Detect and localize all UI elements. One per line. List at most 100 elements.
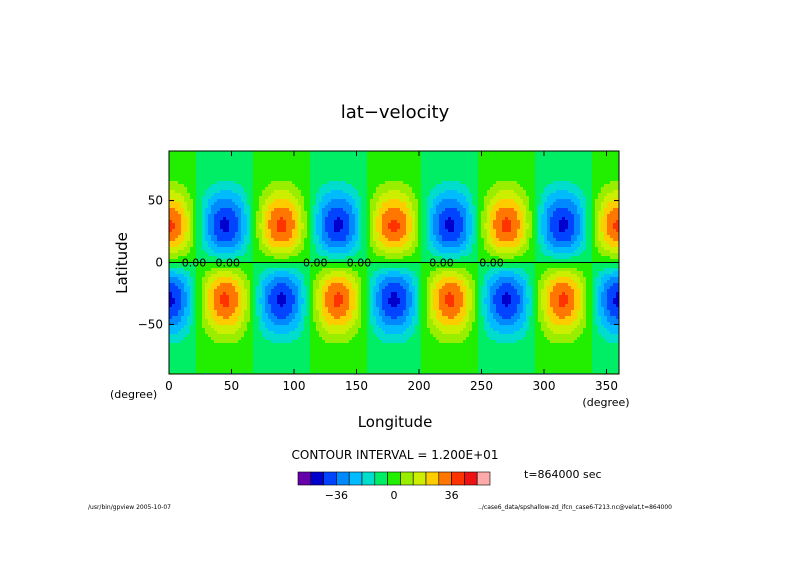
field-cell	[298, 169, 302, 173]
field-cell	[430, 211, 434, 215]
field-cell	[421, 172, 425, 176]
field-cell	[508, 187, 512, 191]
field-cell	[184, 196, 188, 200]
field-cell	[454, 166, 458, 170]
field-cell	[541, 160, 545, 164]
field-cell	[256, 151, 260, 155]
field-cell	[169, 250, 173, 254]
field-cell	[247, 199, 251, 203]
field-cell	[310, 244, 314, 248]
field-cell	[202, 193, 206, 197]
field-cell	[265, 175, 269, 179]
field-cell	[424, 247, 428, 251]
field-cell	[424, 181, 428, 185]
field-cell	[250, 181, 254, 185]
field-cell	[355, 190, 359, 194]
field-cell	[361, 220, 365, 224]
field-cell	[220, 250, 224, 254]
field-cell	[196, 244, 200, 248]
field-cell	[214, 154, 218, 158]
field-cell	[271, 175, 275, 179]
field-cell	[334, 172, 338, 176]
field-cell	[250, 184, 254, 188]
field-cell	[409, 235, 413, 239]
field-cell	[595, 205, 599, 209]
field-cell	[334, 202, 338, 206]
field-cell	[457, 214, 461, 218]
field-cell	[214, 244, 218, 248]
field-cell	[502, 244, 506, 248]
field-cell	[268, 187, 272, 191]
field-cell	[529, 229, 533, 233]
field-cell	[220, 232, 224, 236]
field-cell	[439, 160, 443, 164]
field-cell	[322, 217, 326, 221]
field-cell	[514, 241, 518, 245]
field-cell	[256, 238, 260, 242]
field-cell	[601, 229, 605, 233]
field-cell	[331, 151, 335, 155]
field-cell	[454, 241, 458, 245]
field-cell	[583, 160, 587, 164]
field-cell	[268, 154, 272, 158]
field-cell	[412, 187, 416, 191]
field-cell	[376, 226, 380, 230]
field-cell	[178, 199, 182, 203]
field-cell	[415, 202, 419, 206]
field-cell	[559, 202, 563, 206]
field-cell	[514, 211, 518, 215]
field-cell	[598, 205, 602, 209]
field-cell	[568, 232, 572, 236]
field-cell	[382, 223, 386, 227]
field-cell	[328, 184, 332, 188]
field-cell	[589, 205, 593, 209]
field-cell	[427, 247, 431, 251]
field-cell	[427, 244, 431, 248]
field-cell	[184, 178, 188, 182]
field-cell	[334, 196, 338, 200]
field-cell	[223, 157, 227, 161]
field-cell	[598, 202, 602, 206]
field-cell	[172, 160, 176, 164]
field-cell	[535, 196, 539, 200]
field-cell	[427, 163, 431, 167]
field-cell	[181, 157, 185, 161]
field-cell	[253, 202, 257, 206]
field-cell	[373, 184, 377, 188]
field-cell	[409, 193, 413, 197]
field-cell	[538, 247, 542, 251]
field-cell	[379, 208, 383, 212]
field-cell	[493, 235, 497, 239]
field-cell	[421, 199, 425, 203]
field-cell	[568, 184, 572, 188]
field-cell	[268, 250, 272, 254]
field-cell	[436, 244, 440, 248]
field-cell	[550, 187, 554, 191]
field-cell	[466, 202, 470, 206]
field-cell	[487, 157, 491, 161]
field-cell	[505, 181, 509, 185]
field-cell	[343, 205, 347, 209]
field-cell	[268, 181, 272, 185]
field-cell	[328, 241, 332, 245]
field-cell	[193, 244, 197, 248]
field-cell	[355, 205, 359, 209]
field-cell	[520, 202, 524, 206]
field-cell	[478, 232, 482, 236]
field-cell	[601, 205, 605, 209]
field-cell	[361, 196, 365, 200]
field-cell	[319, 160, 323, 164]
field-cell	[379, 229, 383, 233]
field-cell	[208, 208, 212, 212]
field-cell	[193, 223, 197, 227]
field-cell	[352, 238, 356, 242]
field-cell	[517, 154, 521, 158]
field-cell	[412, 178, 416, 182]
field-cell	[361, 238, 365, 242]
field-cell	[271, 199, 275, 203]
field-cell	[565, 217, 569, 221]
field-cell	[406, 208, 410, 212]
field-cell	[361, 172, 365, 176]
field-cell	[403, 223, 407, 227]
field-cell	[301, 175, 305, 179]
